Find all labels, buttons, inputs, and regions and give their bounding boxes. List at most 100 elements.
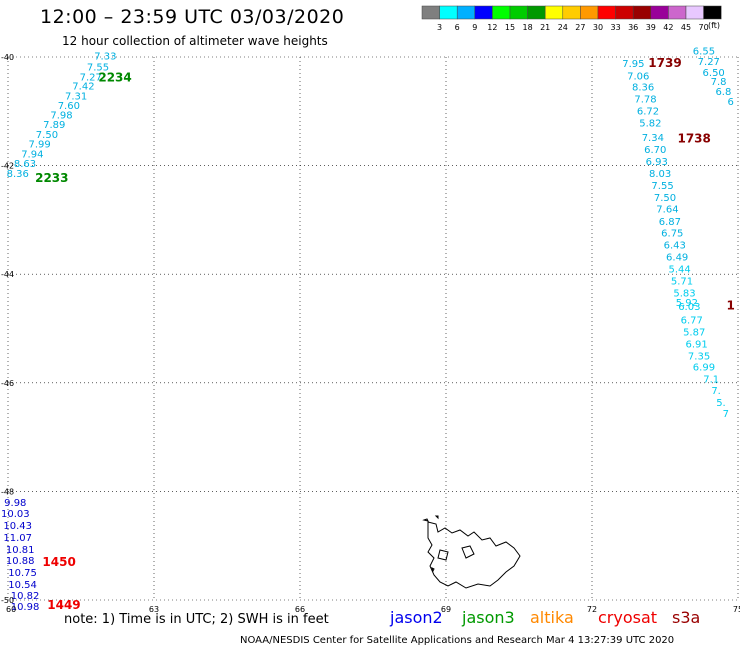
wave-height-value: 6.49 bbox=[666, 253, 688, 264]
legend-swatch bbox=[544, 5, 564, 20]
pass-time-label: 2234 bbox=[98, 70, 131, 84]
color-legend: 3 6 9 12 15 18 21 24 27 30 33 36 39 42 45 70 bbox=[421, 5, 722, 32]
footer-note: note: 1) Time is in UTC; 2) SWH is in fe… bbox=[64, 612, 329, 627]
wave-height-value: 10.98 bbox=[11, 602, 40, 613]
map-grid bbox=[7, 56, 739, 601]
legend-unit: (ft) bbox=[708, 21, 721, 30]
legend-label: 15 bbox=[505, 23, 515, 32]
wave-height-value: 7.8 bbox=[711, 77, 727, 88]
wave-height-value: 5. bbox=[716, 398, 726, 409]
lat-tick-label: -46 bbox=[1, 379, 14, 388]
wave-height-value: 7.94 bbox=[21, 149, 43, 160]
legend-label: 18 bbox=[523, 23, 533, 32]
legend-swatch bbox=[580, 5, 599, 20]
lat-tick-label: -40 bbox=[1, 53, 14, 62]
satellite-jason2: jason2 bbox=[390, 608, 443, 627]
pass-time-label: 1739 bbox=[648, 56, 681, 70]
footer-credit: NOAA/NESDIS Center for Satellite Applica… bbox=[240, 635, 675, 646]
wave-height-value: 10.54 bbox=[8, 580, 37, 591]
wave-height-value: 7.98 bbox=[50, 110, 72, 121]
lon-tick-label: 72 bbox=[587, 605, 597, 614]
wave-height-value: 6 bbox=[728, 97, 734, 108]
wave-height-value: 6.8 bbox=[715, 87, 731, 98]
legend-swatch bbox=[632, 5, 652, 20]
wave-height-value: 7.27 bbox=[698, 57, 720, 68]
legend-label: 24 bbox=[558, 23, 568, 32]
lon-tick-label: 60 bbox=[6, 605, 16, 614]
wave-height-value: 7.95 bbox=[622, 59, 644, 70]
legend-swatch bbox=[650, 5, 669, 20]
legend-label: 42 bbox=[663, 23, 673, 32]
map-title: 12:00 – 23:59 UTC 03/03/2020 bbox=[40, 6, 345, 28]
satellite-s3a: s3a bbox=[672, 608, 701, 627]
wave-height-value: 11.07 bbox=[3, 533, 32, 544]
legend-label: 39 bbox=[646, 23, 656, 32]
legend-swatch bbox=[527, 5, 546, 20]
wave-height-value: 6.72 bbox=[637, 107, 659, 118]
legend-swatch bbox=[421, 5, 440, 20]
wave-height-value: 5.87 bbox=[683, 328, 705, 339]
legend-label: 45 bbox=[681, 23, 691, 32]
legend-swatch bbox=[615, 5, 634, 20]
wave-height-value: 7.78 bbox=[634, 95, 656, 106]
wave-height-value: 7.33 bbox=[94, 52, 116, 63]
wave-height-value: 6.91 bbox=[686, 340, 708, 351]
wave-height-value: 7 bbox=[723, 409, 729, 420]
altimeter-tracks: 7.337.557.277.427.317.607.987.897.507.99… bbox=[1, 46, 734, 612]
legend-label: 27 bbox=[575, 23, 585, 32]
legend-label: 33 bbox=[611, 23, 621, 32]
wave-height-value: 9.98 bbox=[4, 498, 26, 509]
wave-height-value: 10.75 bbox=[8, 568, 37, 579]
wave-height-value: 7.55 bbox=[87, 63, 109, 74]
wave-height-value: 6.75 bbox=[661, 229, 683, 240]
wave-height-value: 8.63 bbox=[14, 159, 36, 170]
wave-height-value: 7.1 bbox=[703, 374, 719, 385]
wave-height-value: 6.99 bbox=[693, 362, 715, 373]
legend-swatch bbox=[668, 5, 687, 20]
legend-label: 9 bbox=[472, 23, 477, 32]
legend-swatch bbox=[439, 5, 458, 20]
wave-height-value: 7.99 bbox=[29, 140, 51, 151]
legend-swatch bbox=[562, 5, 581, 20]
wave-height-value: 6.43 bbox=[664, 241, 686, 252]
axis-tick-labels: 60 63 66 69 72 75 -40 -42 -44 -46 -48 -50 bbox=[1, 53, 740, 614]
satellite-altika: altika bbox=[530, 608, 574, 627]
pass-time-labels: 2234 2233 1739 1738 1 1450 1449 bbox=[35, 56, 735, 612]
lon-tick-label: 66 bbox=[295, 605, 305, 614]
wave-height-value: 7.60 bbox=[58, 101, 80, 112]
wave-height-value: 7.42 bbox=[72, 82, 94, 93]
wave-height-value: 6.93 bbox=[646, 157, 668, 168]
wave-height-value: 7.64 bbox=[656, 204, 678, 215]
legend-swatch bbox=[492, 5, 511, 20]
legend-label: 21 bbox=[540, 23, 550, 32]
satellite-jason3: jason3 bbox=[462, 608, 515, 627]
legend-swatch bbox=[456, 5, 476, 20]
wave-height-value: 10.43 bbox=[3, 521, 32, 532]
wave-height-value: 7. bbox=[711, 386, 721, 397]
legend-label: 12 bbox=[487, 23, 497, 32]
pass-time-label: 1450 bbox=[42, 555, 75, 569]
wave-height-value: 7.55 bbox=[651, 181, 673, 192]
legend-swatch bbox=[685, 5, 704, 20]
lat-tick-label: -48 bbox=[1, 487, 14, 496]
wave-height-value: 10.88 bbox=[6, 556, 35, 567]
satellite-cryosat: cryosat bbox=[598, 608, 658, 627]
legend-swatch bbox=[474, 5, 493, 20]
lat-tick-label: -44 bbox=[1, 270, 14, 279]
wave-height-value: 8.36 bbox=[632, 83, 654, 94]
lon-tick-label: 69 bbox=[441, 605, 451, 614]
wave-height-value: 7.89 bbox=[43, 120, 65, 131]
wave-height-value: 10.81 bbox=[6, 545, 35, 556]
wave-height-value: 6.50 bbox=[703, 68, 725, 79]
wave-height-value: 6.03 bbox=[678, 302, 700, 313]
wave-height-value: 7.31 bbox=[65, 91, 87, 102]
wave-height-value: 10.03 bbox=[1, 509, 30, 520]
wave-height-value: 8.03 bbox=[649, 169, 671, 180]
legend-label: 70 bbox=[699, 23, 709, 32]
legend-label: 36 bbox=[628, 23, 638, 32]
pass-time-label: 2233 bbox=[35, 171, 68, 185]
wave-height-value: 7.34 bbox=[642, 133, 664, 144]
pass-time-label: 1738 bbox=[677, 131, 710, 145]
kerguelen-islands-landmass bbox=[422, 515, 521, 589]
